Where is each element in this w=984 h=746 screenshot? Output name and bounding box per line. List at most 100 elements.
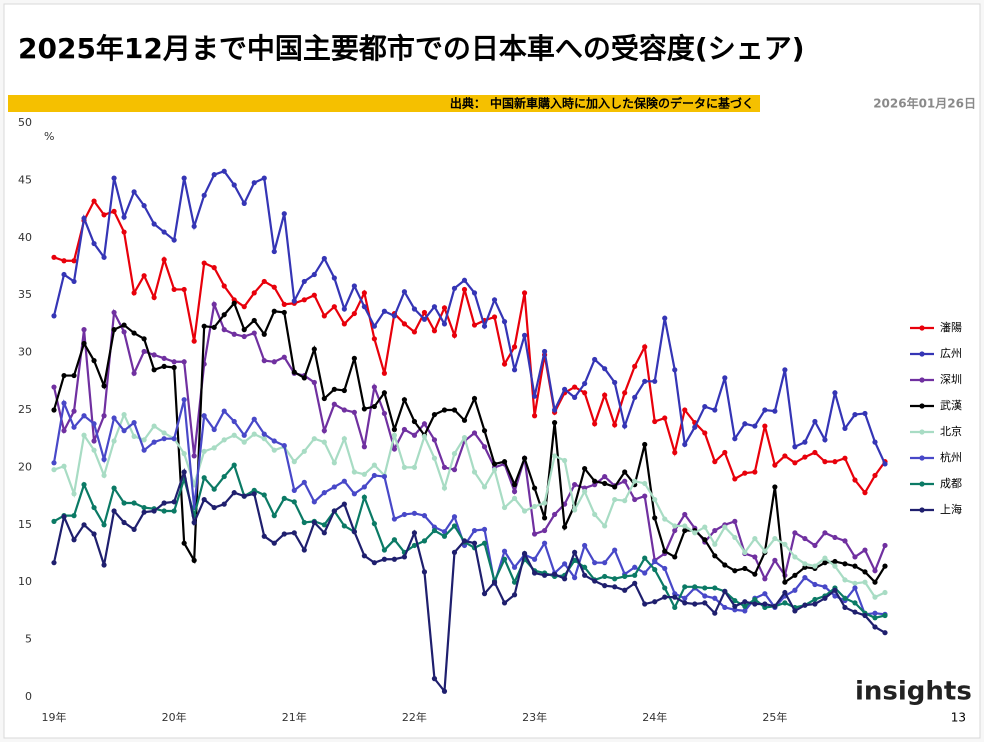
data-point	[712, 553, 718, 559]
data-point	[802, 454, 808, 460]
data-point	[632, 394, 638, 400]
data-point	[572, 549, 578, 555]
y-tick-label: 35	[18, 288, 32, 301]
data-point	[531, 570, 538, 576]
data-point	[822, 584, 828, 590]
data-point	[531, 485, 538, 491]
data-point	[371, 403, 377, 410]
data-point	[281, 495, 287, 501]
data-point	[161, 355, 167, 361]
data-point	[852, 554, 858, 560]
data-point	[562, 561, 568, 567]
data-point	[411, 510, 418, 516]
data-point	[331, 401, 337, 407]
legend-marker	[919, 429, 925, 435]
data-point	[151, 439, 157, 445]
data-point	[792, 587, 798, 593]
data-point	[882, 612, 888, 619]
data-point	[111, 438, 117, 444]
data-point	[281, 442, 287, 449]
data-point	[852, 411, 858, 418]
data-point	[622, 573, 628, 580]
data-point	[832, 593, 838, 599]
series	[51, 168, 888, 467]
legend-marker	[919, 455, 925, 461]
data-point	[772, 462, 778, 468]
data-point	[752, 601, 758, 607]
data-point	[301, 278, 307, 285]
data-point	[331, 484, 337, 490]
data-point	[842, 604, 848, 611]
data-point	[782, 367, 788, 373]
data-point	[371, 336, 377, 342]
data-point	[672, 594, 678, 600]
x-tick-label: 22年	[402, 710, 427, 724]
data-point	[812, 542, 818, 549]
data-point	[612, 584, 618, 590]
data-point	[702, 593, 708, 599]
data-point	[752, 596, 758, 603]
data-point	[732, 597, 738, 604]
data-point	[331, 304, 337, 310]
data-point	[221, 168, 227, 174]
data-point	[792, 554, 798, 560]
data-point	[391, 426, 398, 433]
y-tick-label: 40	[18, 231, 32, 244]
data-point	[822, 459, 828, 465]
data-point	[752, 423, 758, 429]
data-point	[762, 601, 768, 607]
data-point	[572, 482, 578, 488]
x-tick-label: 19年	[42, 710, 67, 724]
data-point	[722, 449, 728, 456]
data-point	[672, 449, 678, 456]
data-point	[381, 547, 387, 553]
data-point	[642, 378, 648, 384]
data-point	[481, 540, 488, 546]
data-point	[852, 609, 858, 615]
data-point	[642, 601, 648, 607]
data-point	[822, 555, 828, 561]
data-point	[221, 312, 227, 318]
data-point	[181, 359, 187, 365]
data-point	[391, 537, 398, 543]
data-point	[722, 588, 728, 594]
data-point	[632, 496, 638, 503]
data-point	[862, 547, 868, 553]
data-point	[351, 491, 357, 497]
data-point	[311, 271, 317, 278]
data-point	[331, 386, 337, 392]
data-point	[211, 486, 217, 492]
data-point	[171, 286, 177, 293]
data-point	[762, 576, 768, 582]
data-point	[61, 463, 67, 469]
data-point	[301, 448, 307, 454]
data-point	[732, 476, 738, 482]
data-point	[361, 304, 367, 310]
data-point	[181, 451, 187, 457]
data-point	[642, 555, 648, 561]
data-point	[341, 501, 347, 507]
data-point	[572, 384, 578, 390]
data-point	[91, 240, 97, 247]
data-point	[672, 527, 678, 534]
data-point	[181, 469, 187, 475]
data-point	[191, 223, 197, 229]
data-point	[592, 421, 598, 427]
data-point	[632, 580, 638, 586]
data-point	[61, 514, 67, 520]
data-point	[91, 504, 97, 511]
data-point	[251, 290, 257, 296]
data-point	[311, 379, 317, 386]
data-point	[732, 518, 738, 524]
data-point	[531, 393, 538, 399]
data-point	[652, 515, 658, 521]
data-point	[782, 600, 788, 606]
data-point	[271, 359, 277, 365]
data-point	[582, 488, 588, 495]
data-point	[101, 522, 107, 528]
data-point	[562, 386, 568, 392]
data-point	[501, 548, 508, 554]
data-point	[742, 421, 748, 427]
data-point	[722, 524, 728, 530]
data-point	[321, 530, 327, 536]
